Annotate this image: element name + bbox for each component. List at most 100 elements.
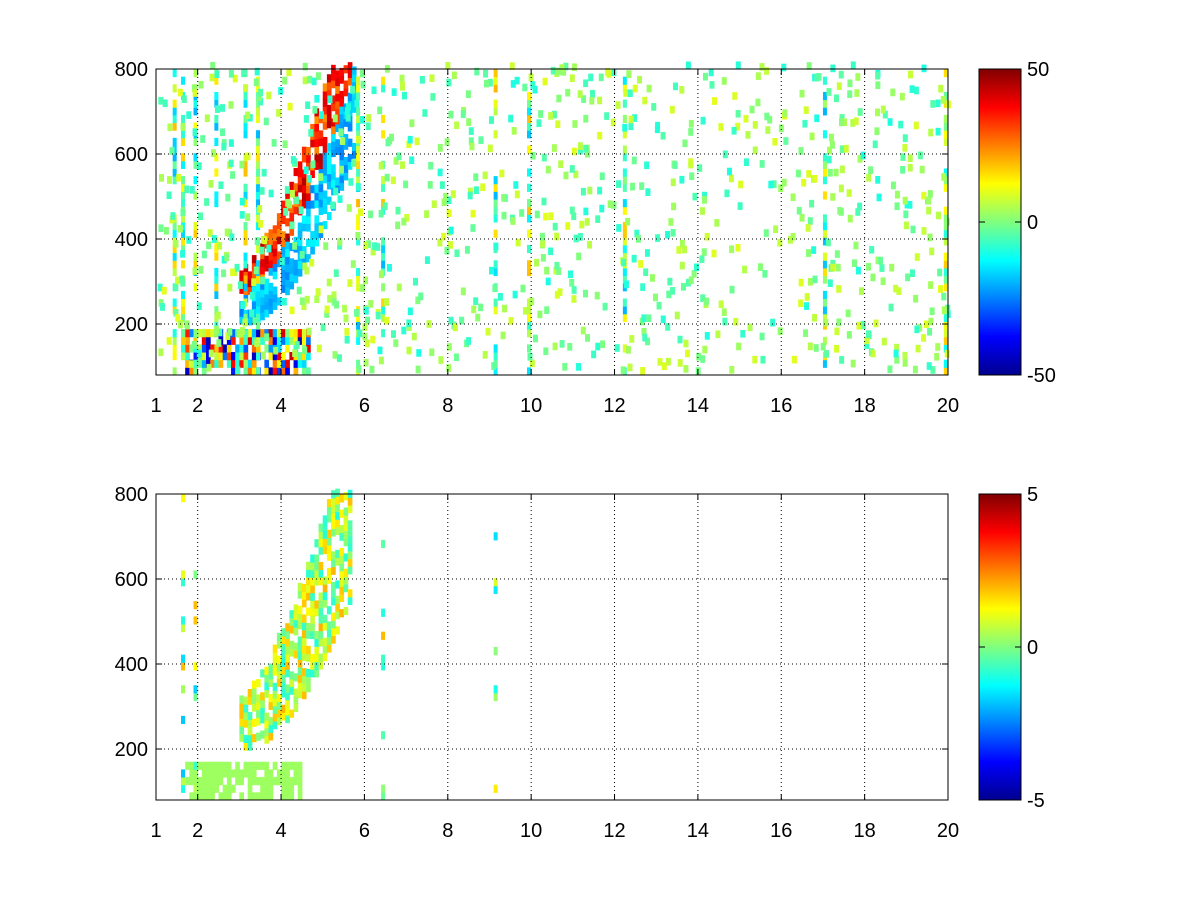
heatmap-cell [735,61,741,70]
heatmap-cell [552,222,558,231]
heatmap-cell [297,268,303,277]
heatmap-cell [214,290,219,299]
heatmap-cell [627,89,633,98]
heatmap-cell [482,171,488,180]
heatmap-cell [870,273,876,282]
heatmap-cell [256,137,261,146]
heatmap-cell [297,613,303,622]
heatmap-cell [268,777,274,786]
heatmap-cell [243,734,249,744]
heatmap-cell [551,110,557,119]
heatmap-cell [446,196,452,205]
heatmap-cell [326,74,332,83]
heatmap-cell [622,84,627,93]
heatmap-cell [356,275,361,284]
heatmap-cell [276,671,282,680]
heatmap-cell [227,327,233,336]
heatmap-cell [214,122,219,131]
heatmap-cell [335,595,340,604]
heatmap-cell [345,113,351,122]
heatmap-cell [318,183,324,193]
heatmap-cell [426,320,432,328]
heatmap-cell [665,357,671,366]
heatmap-cell [181,290,186,299]
heatmap-cell [243,275,248,284]
heatmap-cell [322,190,328,199]
heatmap-cell [937,268,943,277]
heatmap-cell [243,252,248,261]
heatmap-cell [356,168,361,177]
heatmap-cell [289,686,295,695]
heatmap-cell [335,603,340,612]
heatmap-cell [258,220,264,228]
heatmap-cell [264,293,270,303]
heatmap-cell [569,278,575,287]
heatmap-cell [622,76,627,85]
heatmap-cell [206,352,211,361]
heatmap-cell [559,340,565,348]
heatmap-cell [322,167,328,176]
heatmap-cell [314,669,320,678]
heatmap-cell [339,570,345,580]
heatmap-cell [742,265,748,274]
heatmap-cell [237,281,243,289]
heatmap-cell [201,769,207,778]
heatmap-cell [331,520,336,529]
heatmap-cell [331,627,336,637]
heatmap-cell [563,171,569,180]
x-tick-label: 6 [359,820,370,842]
heatmap-cell [590,89,596,98]
heatmap-cell [289,329,295,338]
heatmap-cell [181,76,186,85]
heatmap-cell [292,242,298,250]
heatmap-cell [519,209,525,217]
heatmap-cell [526,91,531,101]
heatmap-cell [799,214,805,222]
heatmap-cell [471,305,477,314]
heatmap-cell [331,551,336,560]
heatmap-cell [276,297,282,306]
heatmap-cell [231,336,236,345]
heatmap-cell [315,288,321,296]
heatmap-cell [297,359,303,368]
heatmap-cell [917,151,923,160]
heatmap-cell [301,246,307,255]
heatmap-cell [622,114,627,124]
heatmap-cell [621,258,627,267]
heatmap-cell [692,192,698,201]
heatmap-cell [331,497,336,506]
heatmap-cell [318,138,324,147]
heatmap-cell [356,267,361,277]
heatmap-cell [276,259,282,268]
heatmap-cell [193,153,198,162]
heatmap-cell [322,198,328,207]
x-tick-label: 18 [854,820,876,842]
heatmap-cell [279,257,285,266]
heatmap-cell [839,165,845,174]
heatmap-cell [348,178,354,186]
heatmap-cell [569,74,575,83]
heatmap-cell [839,356,845,364]
heatmap-cell [679,239,685,248]
heatmap-cell [297,689,303,699]
heatmap-cell [181,160,186,169]
heatmap-cell [297,329,303,338]
heatmap-cell [363,241,369,250]
heatmap-cell [771,180,777,188]
heatmap-cell [214,306,219,315]
heatmap-cell [350,260,356,268]
heatmap-cell [526,260,531,269]
heatmap-cell [526,298,531,307]
heatmap-cell [281,352,286,361]
heatmap-cell [464,246,470,254]
heatmap-cell [243,160,248,169]
heatmap-cell [185,329,190,338]
heatmap-cell [835,263,841,272]
heatmap-cell [285,329,290,338]
heatmap-cell [833,94,839,103]
heatmap-cell [306,645,311,655]
heatmap-cell [289,617,295,626]
heatmap-cell [597,131,603,140]
heatmap-cell [243,229,248,238]
heatmap-cell [226,344,232,353]
